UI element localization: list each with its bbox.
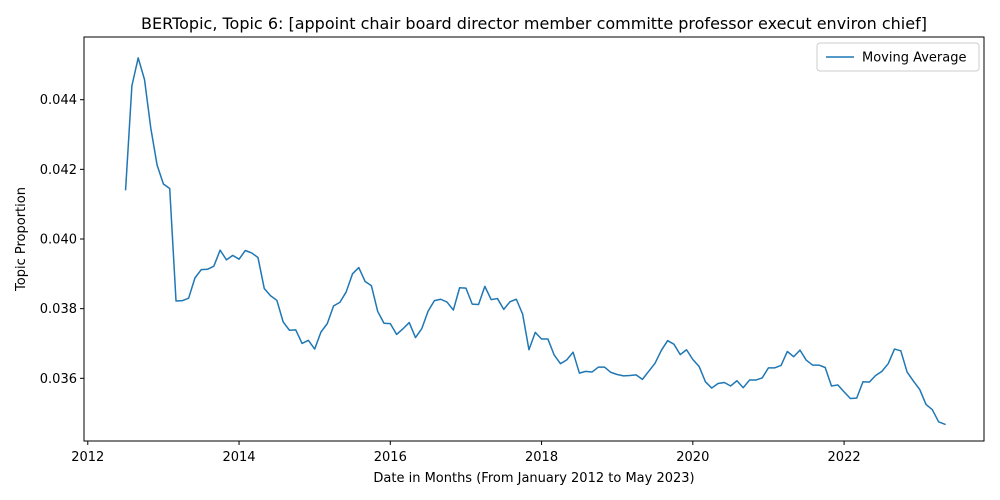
- x-tick-label: 2018: [525, 450, 558, 465]
- series-line-moving-average: [124, 57, 946, 426]
- y-tick-label: 0.040: [40, 233, 77, 248]
- chart-title: BERTopic, Topic 6: [appoint chair board …: [141, 14, 927, 33]
- y-axis-ticks: 0.036 0.038 0.040 0.042 0.044: [40, 93, 84, 387]
- y-tick-label: 0.036: [40, 372, 77, 387]
- y-axis-label: Topic Proportion: [14, 187, 29, 292]
- plot-area-frame: [83, 36, 985, 442]
- legend-box: [816, 42, 980, 72]
- legend-label: Moving Average: [862, 51, 966, 66]
- y-tick-label: 0.044: [40, 93, 77, 108]
- x-tick-label: 2020: [676, 450, 709, 465]
- x-axis-ticks: 2012 2014 2016 2018 2020 2022: [71, 441, 861, 465]
- x-tick-label: 2014: [222, 450, 255, 465]
- x-axis-label: Date in Months (From January 2012 to May…: [373, 471, 694, 486]
- plot-series: [124, 57, 946, 426]
- y-tick-label: 0.042: [40, 163, 77, 178]
- x-tick-label: 2022: [828, 450, 861, 465]
- x-tick-label: 2016: [374, 450, 407, 465]
- y-tick-label: 0.038: [40, 302, 77, 317]
- x-tick-label: 2012: [71, 450, 104, 465]
- legend: Moving Average: [816, 42, 980, 72]
